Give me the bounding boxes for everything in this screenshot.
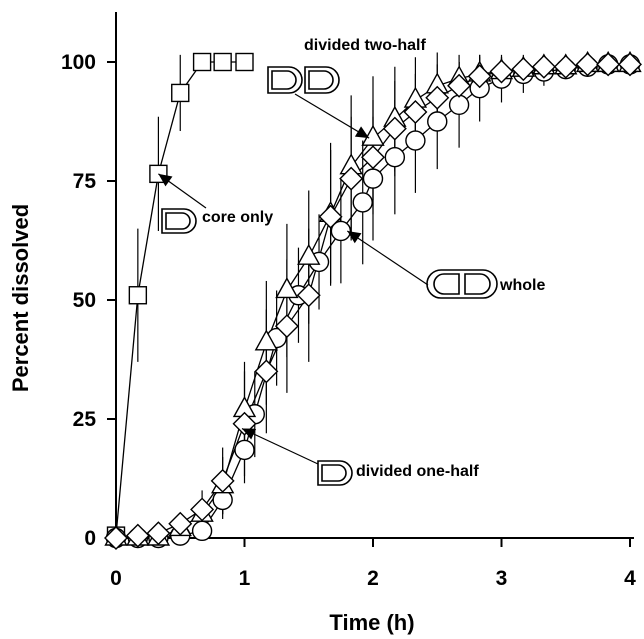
annotation: divided two-half <box>267 37 426 139</box>
y-tick-label: 75 <box>73 170 97 193</box>
data-point-circle <box>384 146 406 168</box>
annotation-label: whole <box>499 277 545 294</box>
annotation: core only <box>158 173 273 234</box>
data-point-diamond <box>531 54 556 79</box>
half-tablet-shape <box>271 70 297 90</box>
data-point-diamond <box>596 52 621 77</box>
data-point-diamond <box>618 52 642 77</box>
whole-tablet-icon <box>426 269 498 299</box>
data-point-diamond <box>361 145 385 170</box>
data-point-diamond <box>146 521 171 546</box>
half-tablet-shape <box>308 70 334 90</box>
data-point-diamond <box>511 57 536 82</box>
data-point-diamond <box>210 468 235 493</box>
arrow-head <box>158 173 173 187</box>
data-point-diamond <box>254 359 279 384</box>
data-point-diamond <box>403 99 428 124</box>
data-point-triangle <box>275 277 299 299</box>
axes: 0 1 2 3 4 0 25 50 75 100 <box>61 12 636 590</box>
data-point-diamond <box>190 497 215 522</box>
data-point-square <box>128 286 148 305</box>
data-point-circle <box>234 439 255 461</box>
annotation-label: divided two-half <box>304 37 426 54</box>
x-axis-title: Time (h) <box>329 610 414 635</box>
tablet-core <box>464 273 491 295</box>
data-point-diamond <box>318 204 343 229</box>
x-tick-label: 1 <box>239 567 251 590</box>
data-point-square <box>171 83 190 103</box>
y-axis-title: Percent dissolved <box>8 204 33 392</box>
y-tick-label: 25 <box>73 408 97 431</box>
data-point-diamond <box>339 166 364 191</box>
y-tick-label: 50 <box>73 289 96 312</box>
arrow-line <box>241 427 319 465</box>
half-tablet-shape <box>165 212 191 230</box>
data-point-triangle <box>254 329 279 351</box>
arrow-line <box>294 93 370 139</box>
data-point-diamond <box>382 116 407 141</box>
y-tick-label: 0 <box>84 527 96 550</box>
data-point-square <box>235 52 254 72</box>
arrow-head <box>354 126 370 139</box>
annotation: divided one-half <box>241 427 479 486</box>
data-point-diamond <box>104 526 128 550</box>
x-tick-label: 0 <box>110 567 122 590</box>
data-point-circle <box>448 94 470 116</box>
data-point-diamond <box>168 511 193 536</box>
arrow-head <box>241 428 257 440</box>
annotation-label: divided one-half <box>356 463 479 480</box>
data-point-diamond <box>467 64 492 89</box>
data-point-diamond <box>296 283 321 308</box>
arrow-head <box>347 230 362 244</box>
half-tablet-shape <box>321 464 347 482</box>
data-point-square <box>213 52 232 72</box>
data-point-diamond <box>274 314 299 339</box>
x-tick-label: 2 <box>367 567 379 590</box>
data-point-diamond <box>425 85 450 110</box>
x-tick-label: 3 <box>496 567 508 590</box>
arrow-line <box>346 230 429 286</box>
data-point-diamond <box>553 54 578 79</box>
data-point-diamond <box>489 59 514 84</box>
data-point-square <box>192 52 212 72</box>
data-point-circle <box>362 168 384 189</box>
data-point-diamond <box>447 73 472 98</box>
two-half-tablets-icon <box>267 66 340 94</box>
x-tick-label: 4 <box>624 567 636 590</box>
series-markers <box>104 50 642 550</box>
data-point-diamond <box>125 523 150 548</box>
half-tablet-icon <box>317 460 353 486</box>
data-point-diamond <box>575 52 600 77</box>
y-tick-label: 100 <box>61 51 96 74</box>
data-point-triangle <box>297 243 321 265</box>
tablet-core <box>433 273 460 295</box>
half-tablet-icon <box>161 208 197 234</box>
annotations: core only divided two-half whole divided on… <box>158 37 545 486</box>
data-point-circle <box>405 130 426 151</box>
data-point-circle <box>427 111 448 132</box>
data-point-circle <box>352 192 373 213</box>
annotation: whole <box>346 230 545 299</box>
data-point-circle <box>191 520 213 542</box>
annotation-label: core only <box>202 209 273 226</box>
data-point-triangle <box>361 124 385 146</box>
